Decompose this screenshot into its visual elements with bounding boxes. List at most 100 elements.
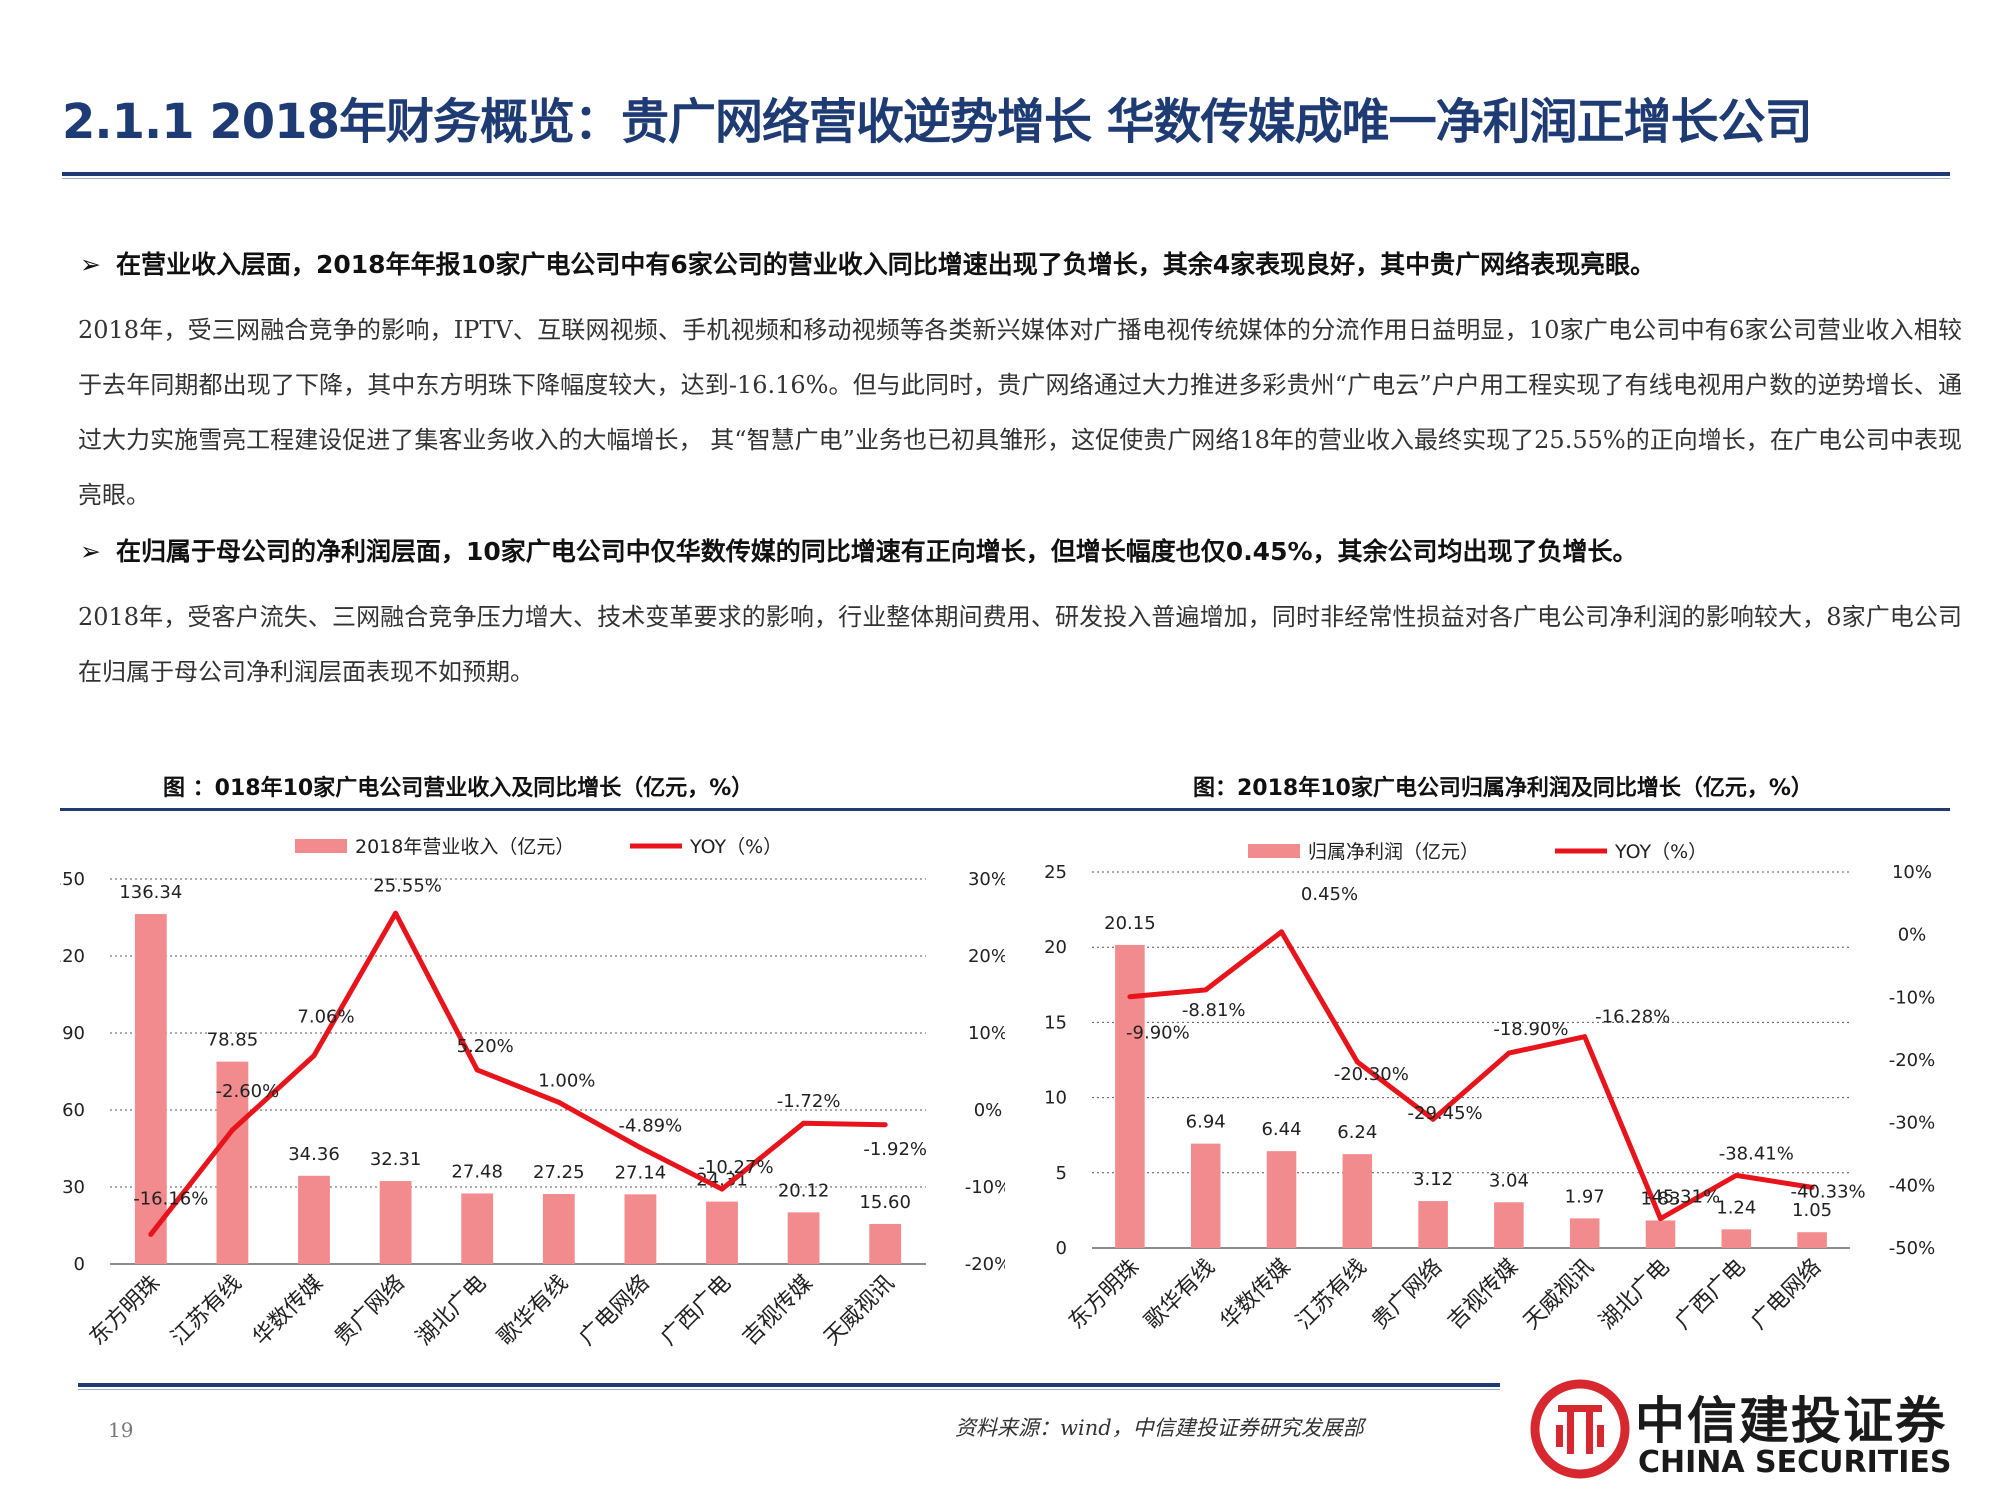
bar-data-label: 27.14 <box>615 1162 667 1183</box>
category-label: 江苏有线 <box>167 1271 247 1351</box>
yoy-line <box>148 910 886 1236</box>
line-data-label: -9.90% <box>1126 1023 1190 1044</box>
right-axis-tick-label: -30% <box>1889 1113 1936 1134</box>
right-axis-tick-label: 20% <box>968 946 1005 967</box>
bar-data-label: 3.04 <box>1489 1170 1529 1191</box>
yoy-point <box>1279 929 1284 935</box>
revenue-bar <box>869 1223 902 1264</box>
bar-data-label: 27.25 <box>533 1162 585 1183</box>
chart-header-divider <box>60 808 1950 811</box>
category-label: 贵广网络 <box>330 1271 410 1351</box>
revenue-bar <box>134 914 167 1264</box>
page-number: 19 <box>108 1418 134 1442</box>
right-axis-tick-label: 30% <box>968 869 1005 890</box>
line-data-label: -38.41% <box>1719 1143 1794 1164</box>
line-data-label: -10.27% <box>698 1157 773 1178</box>
category-label: 华数传媒 <box>1216 1255 1296 1335</box>
profit-bar <box>1115 944 1145 1248</box>
category-label: 天威视讯 <box>820 1271 900 1351</box>
yoy-point <box>1203 987 1209 993</box>
bullet-revenue-text: 在营业收入层面，2018年年报10家广电公司中有6家公司的营业收入同比增速出现了… <box>116 250 1656 279</box>
bar-data-label: 20.15 <box>1104 913 1156 934</box>
bar-data-label: 6.94 <box>1186 1112 1226 1133</box>
bar-data-label: 15.60 <box>859 1192 911 1213</box>
line-data-label: 5.20% <box>457 1036 514 1057</box>
right-axis-tick-label: -20% <box>965 1254 1005 1275</box>
arrow-bullet-icon: ➢ <box>80 537 101 566</box>
yoy-point <box>637 1145 643 1151</box>
bar-data-label: 6.24 <box>1337 1122 1377 1143</box>
left-axis-tick-label: 150 <box>60 869 85 890</box>
yoy-point <box>1582 1034 1588 1040</box>
profit-bar <box>1190 1143 1221 1248</box>
bar-data-label: 6.44 <box>1261 1119 1301 1140</box>
bullet-profit-text: 在归属于母公司的净利润层面，10家广电公司中仅华数传媒的同比增速有正向增长，但增… <box>116 537 1638 566</box>
yoy-point <box>1127 994 1133 1000</box>
category-label: 江苏有线 <box>1292 1255 1372 1335</box>
yoy-point <box>393 910 399 916</box>
arrow-bullet-icon: ➢ <box>80 250 101 279</box>
profit-bar <box>1797 1232 1827 1248</box>
line-data-label: -8.81% <box>1182 1000 1246 1021</box>
page-title: 2.1.1 2018年财务概览：贵广网络营收逆势增长 华数传媒成唯一净利润正增长… <box>62 94 1813 150</box>
yoy-line <box>1129 929 1813 1222</box>
title-divider <box>62 172 1950 176</box>
category-label: 歌华有线 <box>1140 1255 1220 1335</box>
legend-line-label: YOY（%） <box>689 836 782 858</box>
revenue-bar <box>542 1194 575 1264</box>
legend-bar-swatch <box>1248 844 1300 858</box>
bar-data-label: 1.97 <box>1565 1186 1605 1207</box>
footer-divider-thin <box>78 1389 1500 1390</box>
profit-bar <box>1569 1218 1600 1248</box>
profit-bar <box>1721 1229 1752 1248</box>
revenue-chart: 0 30 60 90 120 150 -20% -10% 0% 10% 20% 30% 136.34 78… <box>60 836 1005 1351</box>
left-axis-tick-label: 5 <box>1056 1163 1067 1184</box>
china-securities-logo: 中信建投证券 CHINA SECURITIES <box>1530 1375 1970 1485</box>
yoy-point <box>1733 1172 1739 1178</box>
right-axis-tick-label: 0% <box>974 1100 1003 1121</box>
line-data-label: -29.45% <box>1408 1103 1483 1124</box>
yoy-point <box>148 1231 154 1237</box>
bar-data-label: 34.36 <box>288 1144 340 1165</box>
bar-data-label: 3.12 <box>1413 1169 1453 1190</box>
bar-data-label: 32.31 <box>370 1149 422 1170</box>
right-axis-tick-label: -40% <box>1889 1175 1936 1196</box>
chart-title-profit: 图：2018年10家广电公司归属净利润及同比增长（亿元，%） <box>1193 776 1813 801</box>
line-data-label: -4.89% <box>619 1116 683 1137</box>
line-data-label: -16.28% <box>1595 1007 1670 1028</box>
yoy-point <box>1506 1050 1512 1056</box>
line-data-label: 7.06% <box>297 1007 354 1028</box>
category-label: 湖北广电 <box>1595 1255 1675 1335</box>
line-data-label: -18.90% <box>1493 1019 1568 1040</box>
left-axis-tick-label: 15 <box>1044 1012 1067 1033</box>
bar-data-label: 136.34 <box>119 882 182 903</box>
category-label: 广西广电 <box>1671 1255 1751 1335</box>
profit-bar <box>1266 1151 1297 1248</box>
line-data-label: 1.00% <box>538 1070 595 1091</box>
yoy-point <box>1658 1216 1663 1222</box>
legend-bar-label: 归属净利润（亿元） <box>1308 841 1479 863</box>
bullet-revenue: ➢ 在营业收入层面，2018年年报10家广电公司中有6家公司的营业收入同比增速出现… <box>80 245 1655 281</box>
profit-bar <box>1645 1220 1676 1248</box>
revenue-bar <box>461 1193 494 1264</box>
revenue-bar <box>706 1201 738 1264</box>
chart-title-revenue: 图 ：018年10家广电公司营业收入及同比增长（亿元，%） <box>163 776 754 801</box>
left-axis-tick-label: 0 <box>1056 1238 1067 1259</box>
bar-data-label: 78.85 <box>207 1030 259 1051</box>
category-label: 吉视传媒 <box>738 1271 818 1351</box>
bar-data-label: 1.24 <box>1716 1197 1756 1218</box>
yoy-point <box>1430 1116 1436 1122</box>
profit-bar <box>1494 1202 1524 1248</box>
source-note: 资料来源：wind，中信建投证券研究发展部 <box>955 1416 1364 1440</box>
left-axis-tick-label: 60 <box>62 1100 85 1121</box>
right-axis-tick-label: -10% <box>965 1177 1005 1198</box>
line-data-label: 0.45% <box>1301 884 1358 905</box>
line-data-label: 25.55% <box>373 875 442 896</box>
legend-bar-swatch <box>295 839 347 853</box>
left-axis-tick-label: 0 <box>74 1254 85 1275</box>
right-axis-tick-label: 0% <box>1898 925 1927 946</box>
revenue-bar <box>298 1175 330 1264</box>
right-axis-tick-label: -50% <box>1889 1238 1936 1259</box>
yoy-point <box>556 1099 562 1105</box>
category-label: 吉视传媒 <box>1443 1255 1523 1335</box>
